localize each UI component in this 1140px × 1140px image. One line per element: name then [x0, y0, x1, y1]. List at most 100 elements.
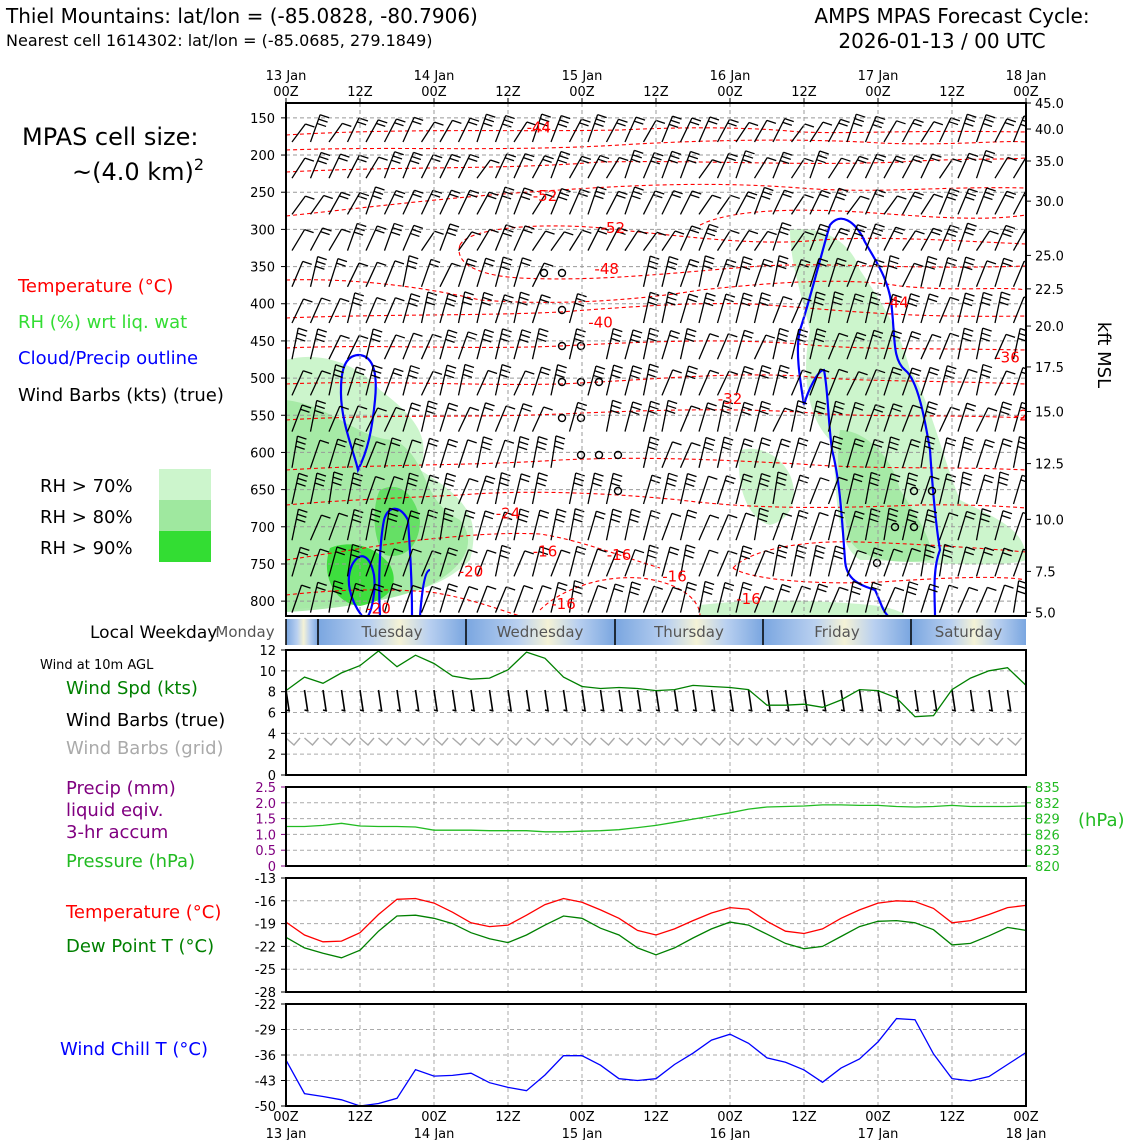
wind-barb — [476, 159, 500, 179]
wind-barb-staff — [291, 123, 306, 143]
wind-barb-staff — [846, 156, 860, 179]
wind-barb-staff — [587, 226, 601, 251]
weekday-cell-bg — [615, 619, 763, 645]
pressure-tick-label: 250 — [250, 186, 275, 201]
wind-barb-staff — [420, 586, 433, 613]
wind-barb-flag — [832, 440, 843, 445]
wind-barb-staff — [457, 331, 469, 360]
wind-barb — [587, 510, 606, 541]
wind-barb-staff — [716, 333, 729, 360]
wind-barb-flag — [748, 230, 759, 235]
wind-barb — [476, 228, 499, 251]
top-hour-label: 00Z — [717, 85, 743, 100]
wind-barb — [716, 118, 739, 143]
contour-24 — [286, 457, 1026, 471]
wind-barb-flag — [889, 260, 899, 265]
wind-barb — [494, 439, 515, 469]
wind-barb-flag — [357, 222, 367, 228]
wind-barb-flag — [933, 193, 944, 198]
top-hour-label: 00Z — [421, 85, 447, 100]
wind-barb-flag — [520, 291, 530, 296]
wind10-true-barb-flag — [859, 709, 864, 712]
wind-barb-flag — [872, 123, 882, 129]
wind-barb-staff — [291, 298, 305, 324]
wind-barb — [605, 364, 623, 396]
calm-circles — [539, 268, 937, 568]
wind-barb — [809, 189, 831, 215]
wind-barb — [772, 407, 794, 432]
wind-barb-flag — [409, 472, 419, 477]
wind-barb-flag — [375, 548, 386, 554]
rh-swatch-90 — [159, 531, 211, 562]
bottom-day-label: 17 Jan — [858, 1127, 899, 1140]
wind-barb — [790, 297, 812, 324]
wind-barb-flag — [961, 481, 971, 486]
wind-barb-flag — [296, 518, 306, 523]
wind-barb-flag — [743, 401, 754, 406]
wind10-true-barb — [303, 689, 309, 711]
wind-barb-flag — [687, 159, 697, 164]
wind-barb — [439, 364, 457, 396]
wind-barb-flag — [910, 293, 920, 298]
wind-barb-flag — [666, 482, 676, 487]
wind-barb-flag — [316, 586, 326, 591]
wind-barb-flag — [982, 327, 992, 332]
wind-barb-staff — [476, 370, 489, 396]
kft-tick-label: 22.5 — [1035, 283, 1064, 298]
wind-barb-flag — [965, 256, 975, 261]
wind-barb — [920, 121, 944, 143]
contour-label: -52 — [533, 187, 558, 205]
wind-barb-flag — [467, 439, 477, 444]
wind-barb-flag — [963, 441, 973, 446]
wind-barb-flag — [468, 157, 478, 162]
wind-barb — [624, 329, 643, 360]
cloud-outline-5 — [796, 217, 942, 616]
panel-tick-label: -22 — [255, 940, 276, 955]
wind10-true-barb-flag — [618, 709, 624, 712]
wind-barb-flag — [318, 118, 328, 123]
wind-barb — [531, 155, 554, 179]
wind-barb-flag — [410, 510, 421, 515]
wind-barb-flag — [723, 586, 733, 592]
wind-barb-flag — [369, 518, 380, 523]
panel-tick-label: 2.0 — [255, 797, 276, 812]
wind-barb-staff — [698, 159, 713, 179]
wind10-grid-barb — [729, 737, 745, 746]
wind-barb-flag — [796, 405, 807, 410]
wind-barb-staff — [772, 407, 786, 432]
contour-48-mid — [458, 244, 1026, 280]
wind-barb-staff — [1012, 512, 1024, 541]
calm-circle — [576, 413, 586, 423]
wind-barb — [809, 150, 829, 179]
wind-barb-flag — [502, 232, 512, 237]
wind-barb — [531, 585, 552, 613]
wind-barb-flag — [666, 301, 676, 306]
wind-barb-staff — [975, 587, 988, 613]
wind-barb — [901, 330, 922, 360]
wind-barb — [568, 545, 587, 577]
pressure-tick-label: 200 — [250, 149, 275, 164]
wind-barb-staff — [383, 297, 396, 324]
wind-barb-flag — [963, 332, 973, 337]
wind-barb-flag — [357, 195, 368, 200]
panel-tick-label: 1.5 — [255, 813, 276, 828]
weekday-name: Thursday — [653, 623, 724, 641]
wind-barb — [328, 122, 352, 143]
wind-barb-flag — [910, 335, 920, 340]
wind-barb-flag — [610, 518, 620, 523]
wind-barb-flag — [322, 227, 332, 232]
wind-barb — [772, 438, 791, 468]
wind-barb-flag — [351, 548, 361, 554]
wind-barb-staff — [790, 586, 803, 613]
wind-barb — [994, 156, 1017, 179]
wind-barb-flag — [766, 119, 777, 124]
wind-barb-flag — [925, 435, 936, 440]
wind-barb-staff — [661, 151, 673, 179]
wind-barb-staff — [864, 404, 877, 432]
wind-barb — [476, 328, 494, 360]
wind-barb-flag — [597, 158, 608, 163]
wind-barb-flag — [446, 472, 457, 478]
wind-barb-flag — [518, 513, 529, 518]
wind-barb-flag — [538, 122, 548, 127]
wind-barb-flag — [669, 334, 679, 339]
